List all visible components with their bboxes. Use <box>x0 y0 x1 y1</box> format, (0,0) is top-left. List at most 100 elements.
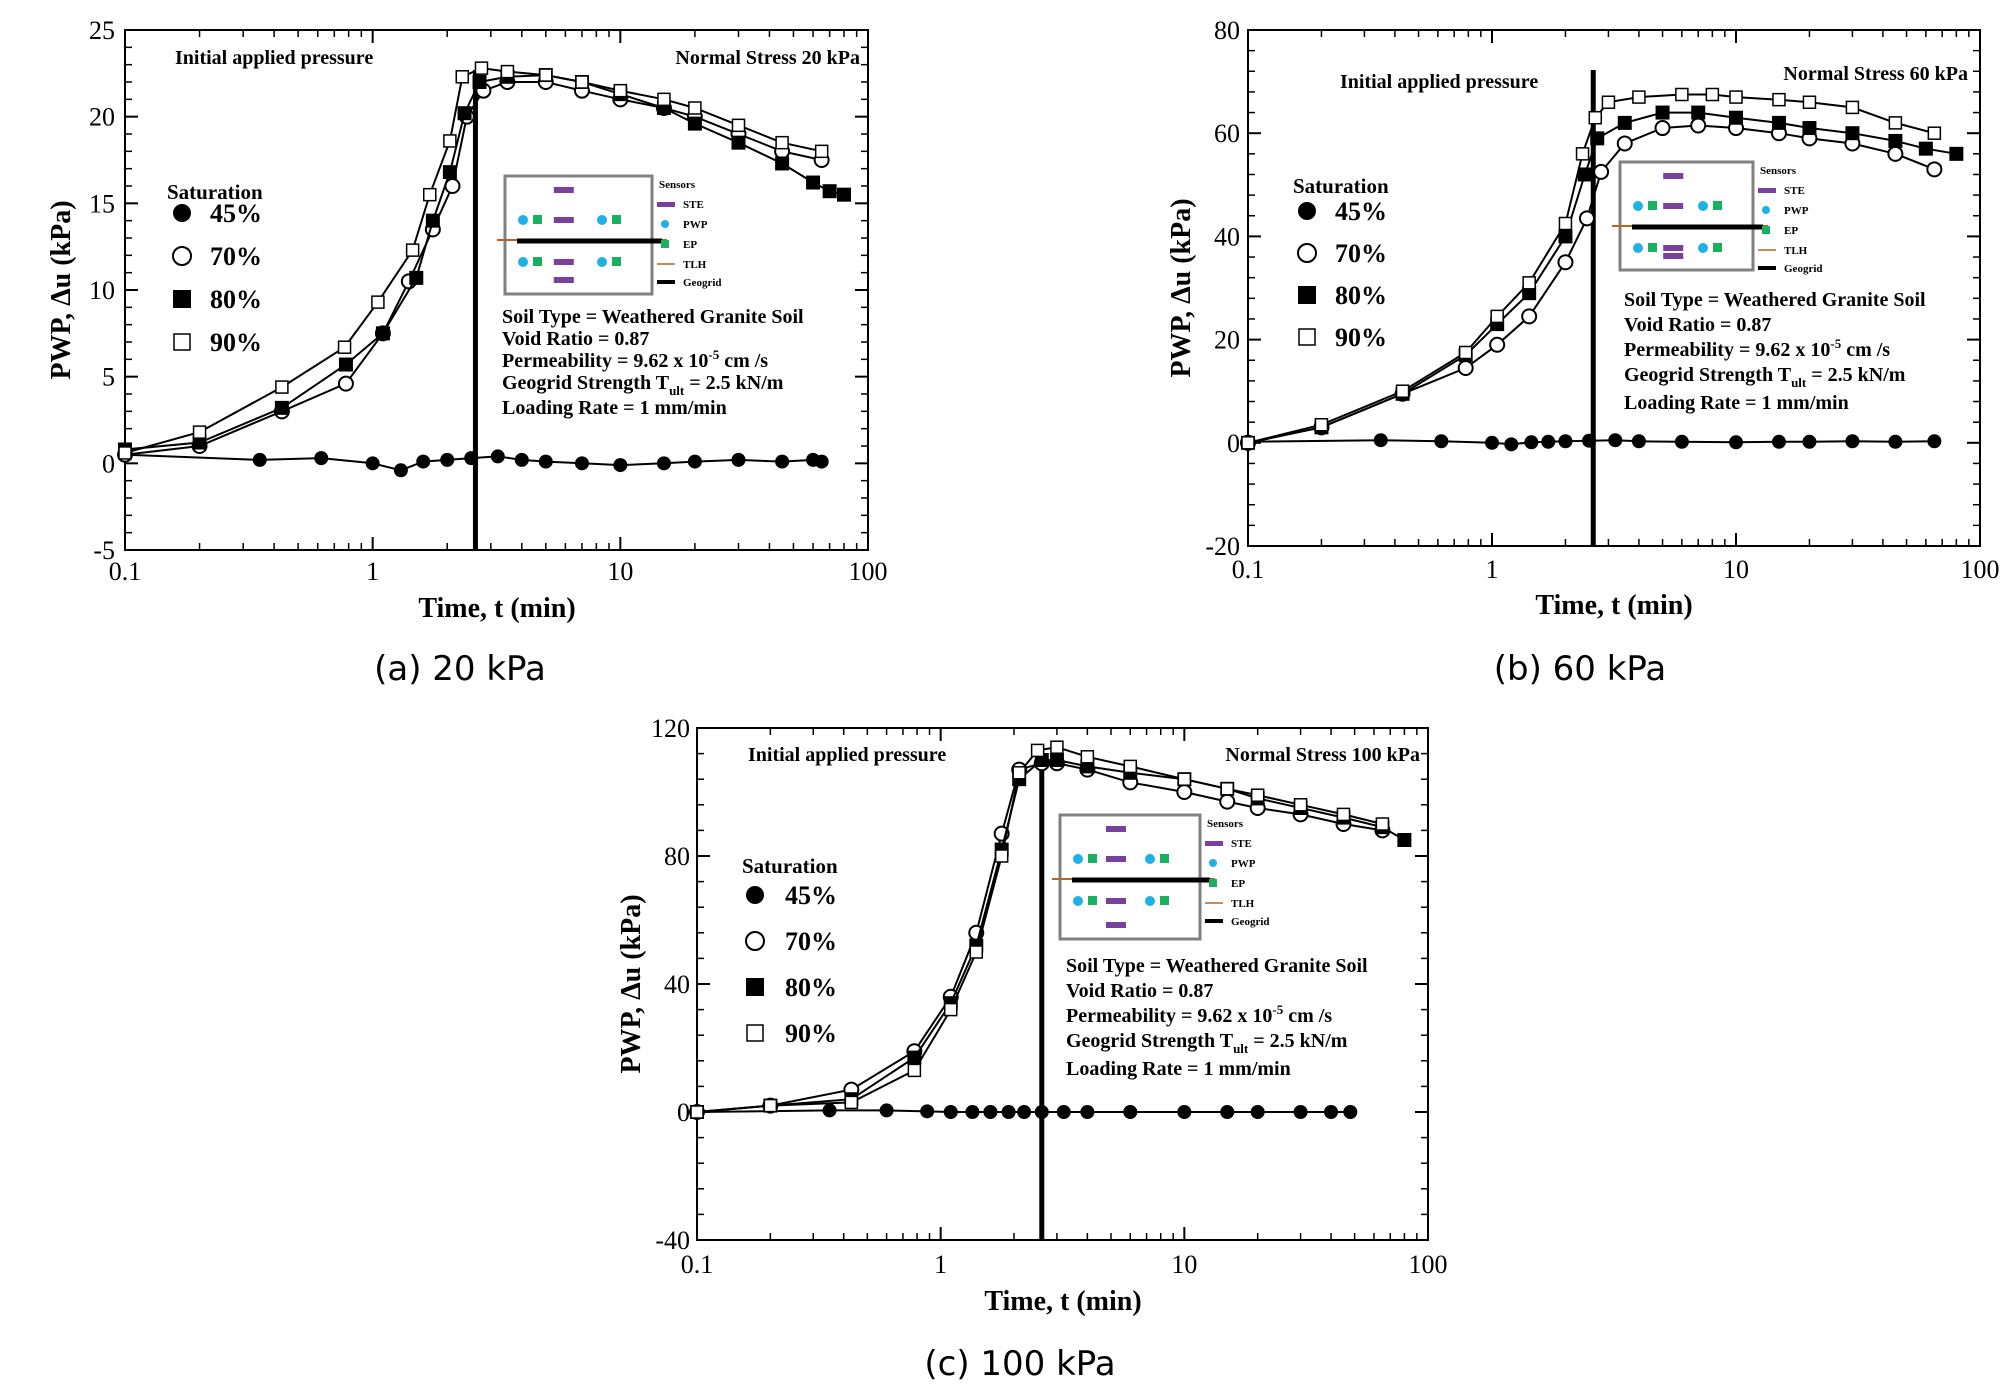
geogrid-strength-main: Geogrid Strength T <box>1624 364 1792 386</box>
legend-marker <box>173 333 191 351</box>
y-tick-label: 80 <box>1214 16 1240 45</box>
ste-sensor <box>1106 898 1126 904</box>
data-point <box>731 452 746 467</box>
data-point <box>1729 435 1743 450</box>
data-point <box>192 435 207 450</box>
data-point <box>490 449 505 464</box>
ep-sensor <box>1088 896 1097 905</box>
data-point <box>192 425 207 439</box>
x-tick-label: 0.1 <box>1232 555 1265 584</box>
legend-entry: 80% <box>1335 281 1387 310</box>
normal-stress-label: Normal Stress 100 kPa <box>1225 744 1420 766</box>
sensor-label: EP <box>1784 225 1798 237</box>
void-ratio-text: Void Ratio = 0.87 <box>1066 980 1213 1002</box>
y-tick-label: 40 <box>664 970 690 999</box>
legend-marker <box>1298 202 1316 220</box>
series-45pct <box>118 447 829 478</box>
data-point <box>274 400 289 415</box>
data-point <box>965 1105 980 1119</box>
soil-info: Soil Type = Weathered Granite Soil Void R… <box>1624 289 1926 414</box>
sensors-title: Sensors <box>659 179 696 191</box>
chart-panel-1: 0.1 1 10 100 -5 0 5 10 15 20 25 Time, t (min) PWP, Δ… <box>46 16 888 689</box>
data-point <box>405 243 420 257</box>
data-point <box>472 75 487 89</box>
x-axis-label: Time, t (min) <box>984 1286 1141 1317</box>
data-point <box>1241 436 1255 450</box>
permeability-main: Permeability = 9.62 x 10 <box>502 350 708 372</box>
ste-sensor <box>1106 922 1126 928</box>
data-point <box>1458 345 1473 360</box>
data-point <box>1541 434 1556 449</box>
data-point <box>920 1104 935 1119</box>
data-point <box>1802 95 1817 109</box>
data-point <box>1521 308 1538 325</box>
ste-sensor <box>1106 856 1126 862</box>
data-point <box>1578 210 1595 227</box>
data-point <box>1250 1105 1265 1119</box>
ste-sensor <box>1663 245 1684 251</box>
data-point <box>1001 1105 1016 1119</box>
data-point <box>275 380 289 394</box>
data-point <box>1705 87 1720 102</box>
series-90pct <box>690 740 1390 1119</box>
x-tick-label: 100 <box>849 557 888 586</box>
permeability-text: Permeability = 9.62 x 10-5 cm /s <box>1624 336 1890 361</box>
x-axis-label: Time, t (min) <box>418 593 575 624</box>
data-point <box>844 1095 859 1110</box>
sensor-label: STE <box>1784 185 1805 197</box>
sensor-schematic: Sensors STE PWP EP TLH Geogrid <box>1052 813 1270 941</box>
y-tick-label: 15 <box>89 189 115 218</box>
ep-sensor <box>1713 243 1722 252</box>
y-axis-label: PWP, Δu (kPa) <box>46 200 77 379</box>
data-point <box>457 106 472 121</box>
data-point <box>994 849 1009 863</box>
data-point <box>943 1105 958 1119</box>
data-point <box>1250 788 1265 802</box>
sensor-label: PWP <box>683 219 708 231</box>
data-point <box>1771 115 1786 130</box>
sensors-title: Sensors <box>1207 818 1244 830</box>
sensor-label: Geogrid <box>1231 916 1270 928</box>
data-point <box>1927 126 1942 140</box>
data-point <box>500 64 515 79</box>
x-tick-label: 100 <box>1961 555 2000 584</box>
data-point <box>1123 759 1138 774</box>
ste-sensor <box>553 277 574 283</box>
geogrid-strength-text: Geogrid Strength Tult = 2.5 kN/m <box>502 372 784 398</box>
legend-marker <box>1297 243 1317 263</box>
ste-sensor <box>553 187 574 193</box>
data-point <box>1593 163 1610 180</box>
y-tick-label: -40 <box>655 1226 690 1255</box>
series-90pct <box>1241 87 1942 450</box>
data-point <box>879 1103 894 1118</box>
ep-sensor <box>1713 201 1722 210</box>
data-point <box>775 135 789 150</box>
series-line <box>1247 439 1935 446</box>
pwp-sensor <box>1145 854 1155 864</box>
geogrid-strength-main: Geogrid Strength T <box>502 372 670 394</box>
data-point <box>1729 90 1743 104</box>
legend-marker <box>1298 286 1316 304</box>
data-point <box>1949 146 1964 161</box>
data-point <box>822 1103 837 1118</box>
data-point <box>613 83 628 98</box>
data-point <box>1034 1105 1049 1119</box>
x-tick-label: 1 <box>1486 555 1499 584</box>
sensor-label: STE <box>1231 838 1252 850</box>
y-tick-label: -20 <box>1205 532 1240 561</box>
data-point <box>539 68 553 82</box>
pwp-sensor <box>1633 243 1643 253</box>
x-tick-label: 0.1 <box>681 1250 714 1279</box>
data-point <box>1220 1105 1235 1119</box>
x-tick-label: 1 <box>366 557 379 586</box>
data-point <box>1012 766 1026 780</box>
data-point <box>442 165 457 180</box>
data-point <box>1927 434 1942 449</box>
legend-entry: 70% <box>785 927 837 956</box>
initial-pressure-label: Initial applied pressure <box>175 47 373 69</box>
soil-type-text: Soil Type = Weathered Granite Soil <box>502 306 804 328</box>
pwp-sensor <box>518 215 528 225</box>
pwp-sensor <box>1698 201 1708 211</box>
legend-entry: 45% <box>1335 197 1387 226</box>
data-point <box>1632 90 1646 104</box>
